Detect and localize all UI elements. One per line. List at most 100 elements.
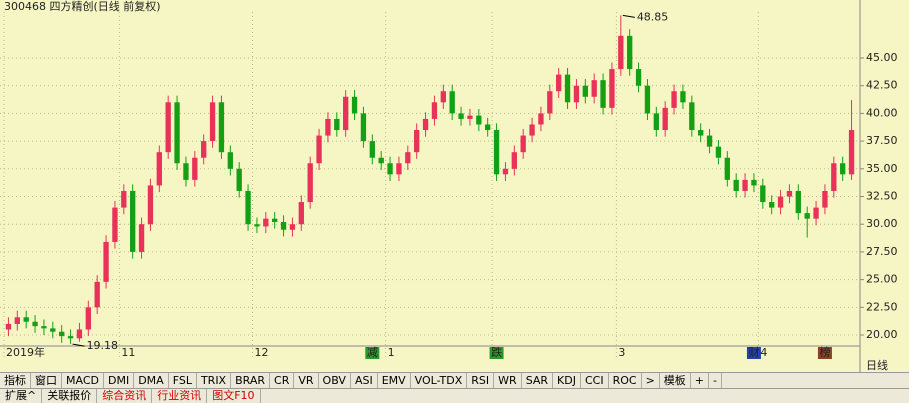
y-tick-label: 37.50 xyxy=(866,134,898,147)
candle-body xyxy=(138,224,145,252)
candle-body xyxy=(165,102,171,153)
candle-body xyxy=(360,113,367,142)
indicator-tab[interactable]: ROC xyxy=(609,373,642,389)
candle-body xyxy=(609,69,615,108)
indicator-tab[interactable]: WR xyxy=(494,373,522,389)
indicator-tabs: 指标 窗口 MACD DMI DMA FSL TRIX BRAR CR VR OBV ASI EMV VO… xyxy=(0,372,909,389)
candle-body xyxy=(458,113,464,119)
footer-tabs: 扩展^ 关联报价 综合资讯 行业资讯 图文F10 xyxy=(0,388,909,403)
candle-body xyxy=(538,113,544,125)
indicator-tab[interactable]: 模板 xyxy=(660,373,691,389)
candle-body xyxy=(307,163,313,203)
candle-body xyxy=(32,321,38,327)
candle-body xyxy=(511,152,517,169)
candle-body xyxy=(431,102,438,119)
indicator-tab[interactable]: CR xyxy=(270,373,295,389)
x-tick-label: 3 xyxy=(618,346,625,359)
indicator-tab[interactable]: SAR xyxy=(522,373,554,389)
footer-tab[interactable]: 综合资讯 xyxy=(97,389,153,403)
candle-body xyxy=(840,163,846,175)
candle-body xyxy=(680,91,686,103)
indicator-tab[interactable]: TRIX xyxy=(197,373,232,389)
candle-body xyxy=(5,323,12,330)
footer-tab[interactable]: 图文F10 xyxy=(207,389,261,403)
candle-body xyxy=(156,152,162,186)
indicator-tab[interactable]: RSI xyxy=(467,373,495,389)
y-tick-label: 45.00 xyxy=(866,51,898,64)
candle-body xyxy=(467,115,473,119)
indicator-tab[interactable]: CCI xyxy=(581,373,609,389)
event-label: 财 xyxy=(748,345,759,359)
candle-body xyxy=(218,102,225,153)
indicator-tab[interactable]: VR xyxy=(294,373,319,389)
candle-body xyxy=(272,218,278,222)
candle-body xyxy=(618,35,624,70)
candle-body xyxy=(831,163,837,191)
indicator-tab[interactable]: EMV xyxy=(378,373,411,389)
candle-body xyxy=(520,135,526,153)
candle-body xyxy=(751,179,757,186)
candle-body xyxy=(769,202,775,208)
candle-body xyxy=(760,185,766,203)
event-label: 榜 xyxy=(819,345,830,359)
event-label: 减 xyxy=(367,346,378,359)
candle-body xyxy=(236,168,242,191)
event-box xyxy=(746,347,761,359)
y-tick-label: 40.00 xyxy=(866,106,898,119)
indicator-tab[interactable]: FSL xyxy=(169,373,197,389)
candle-body xyxy=(795,190,801,214)
candle-body xyxy=(698,130,704,136)
candle-body xyxy=(94,281,100,308)
candle-body xyxy=(502,168,509,175)
chart-title: 300468 四方精创(日线 前复权) xyxy=(4,0,161,13)
indicator-tab[interactable]: DMA xyxy=(134,373,169,389)
footer-tab[interactable]: 关联报价 xyxy=(42,389,98,403)
indicator-tab[interactable]: > xyxy=(642,373,660,389)
event-box xyxy=(365,347,380,359)
candle-body xyxy=(325,118,331,136)
footer-tab[interactable]: 扩展^ xyxy=(0,389,43,403)
candle-body xyxy=(316,135,322,164)
y-tick-label: 22.50 xyxy=(866,300,898,313)
candle-body xyxy=(449,91,455,114)
candle-body xyxy=(50,328,56,332)
footer-tab[interactable]: 行业资讯 xyxy=(152,389,208,403)
indicator-tab[interactable]: 窗口 xyxy=(31,373,62,389)
candle-body xyxy=(41,326,47,329)
y-tick-label: 30.00 xyxy=(866,217,898,230)
indicator-tab[interactable]: 指标 xyxy=(0,373,31,389)
candle-body xyxy=(635,69,642,86)
candle-body xyxy=(724,157,730,180)
indicator-tab[interactable]: MACD xyxy=(62,373,104,389)
indicator-tab[interactable]: ASI xyxy=(351,373,378,389)
x-tick-label: 2019年 xyxy=(6,345,45,359)
indicator-tab[interactable]: DMI xyxy=(104,373,135,389)
y-tick-label: 32.50 xyxy=(866,190,898,203)
candle-body xyxy=(671,91,677,108)
candle-body xyxy=(387,163,393,175)
annotation-arrow xyxy=(72,343,85,347)
candle-body xyxy=(245,190,251,225)
indicator-tab[interactable]: - xyxy=(709,373,722,389)
candle-body xyxy=(369,141,375,158)
indicator-tab[interactable]: VOL-TDX xyxy=(411,373,468,389)
candle-body xyxy=(422,118,429,131)
indicator-tab[interactable]: BRAR xyxy=(231,373,271,389)
y-tick-label: 20.00 xyxy=(866,328,898,341)
candle-body xyxy=(476,115,482,125)
indicator-tab[interactable]: OBV xyxy=(319,373,351,389)
x-tick-label: 1 xyxy=(388,346,395,359)
candle-body xyxy=(112,207,118,242)
candle-body xyxy=(59,331,65,337)
candle-body xyxy=(227,152,233,169)
candle-body xyxy=(85,307,91,330)
candle-body xyxy=(848,130,855,175)
candle-body xyxy=(280,221,287,230)
candle-body xyxy=(396,163,402,175)
candle-body xyxy=(653,113,659,131)
candle-body xyxy=(822,190,828,208)
indicator-tab[interactable]: KDJ xyxy=(553,373,581,389)
candle-body xyxy=(662,107,668,131)
candle-body xyxy=(556,74,562,92)
indicator-tab[interactable]: + xyxy=(691,373,710,389)
